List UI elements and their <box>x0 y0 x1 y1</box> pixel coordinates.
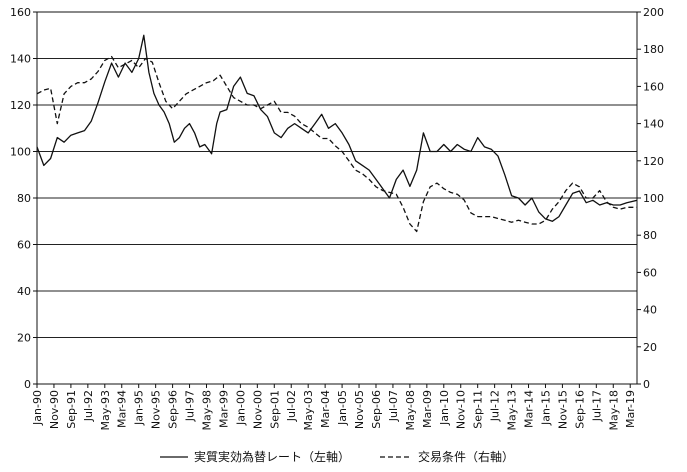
x-tick-label: Jan-05 <box>336 390 349 426</box>
y-right-tick-label: 0 <box>643 378 650 391</box>
x-tick-label: Jul-92 <box>82 390 95 422</box>
y-left-tick-label: 100 <box>10 146 31 159</box>
x-tick-label: Mar-04 <box>319 390 332 428</box>
x-tick-label: Sep-01 <box>268 390 281 429</box>
x-tick-label: Nov-90 <box>48 390 61 429</box>
y-right-tick-label: 60 <box>643 266 657 279</box>
x-tick-label: Sep-96 <box>167 390 180 429</box>
y-right-tick-label: 160 <box>643 80 664 93</box>
x-tick-label: Mar-19 <box>624 390 637 428</box>
y-left-tick-label: 40 <box>17 285 31 298</box>
x-tick-label: Mar-99 <box>217 390 230 428</box>
y-right-tick-label: 40 <box>643 304 657 317</box>
x-tick-label: Nov-05 <box>353 390 366 429</box>
y-right-tick-label: 80 <box>643 229 657 242</box>
y-left-tick-label: 120 <box>10 99 31 112</box>
series-reer-line <box>36 34 638 222</box>
x-tick-label: Mar-09 <box>421 390 434 428</box>
x-tick-label: Jul-12 <box>489 390 502 422</box>
x-tick-label: Jan-00 <box>234 390 247 426</box>
y-left-tick-label: 20 <box>17 332 31 345</box>
x-tick-label: Sep-16 <box>573 390 586 429</box>
x-tick-label: Nov-15 <box>556 390 569 429</box>
series-terms-of-trade-line <box>36 55 637 233</box>
y-left-tick-label: 80 <box>17 192 31 205</box>
legend-label-reer: 実質実効為替レート（左軸） <box>194 449 350 464</box>
y-right-tick-label: 100 <box>643 192 664 205</box>
y-right-tick-label: 180 <box>643 43 664 56</box>
y-left-tick-label: 140 <box>10 53 31 66</box>
x-tick-label: Sep-11 <box>472 390 485 429</box>
x-tick-label: Jul-97 <box>184 390 197 422</box>
x-tick-label: Nov-95 <box>150 390 163 429</box>
x-tick-label: Jul-07 <box>387 390 400 422</box>
y-left-tick-label: 60 <box>17 239 31 252</box>
x-tick-label: Jul-02 <box>285 390 298 422</box>
x-tick-label: Nov-00 <box>251 390 264 429</box>
x-tick-label: Jan-10 <box>438 390 451 426</box>
y-left-tick-label: 0 <box>24 378 31 391</box>
x-tick-label: May-98 <box>200 390 213 431</box>
y-left-tick-label: 160 <box>10 6 31 19</box>
x-tick-label: Sep-06 <box>370 390 383 429</box>
x-tick-label: Nov-10 <box>455 390 468 429</box>
x-tick-label: Jan-95 <box>133 390 146 426</box>
x-tick-label: Sep-91 <box>65 390 78 429</box>
y-right-tick-label: 20 <box>643 341 657 354</box>
x-tick-label: Mar-14 <box>523 390 536 428</box>
legend-label-terms-of-trade: 交易条件（右軸） <box>418 449 514 464</box>
x-tick-label: May-18 <box>607 390 620 431</box>
y-right-tick-label: 120 <box>643 155 664 168</box>
x-tick-label: Mar-94 <box>116 390 129 428</box>
x-tick-label: Jan-90 <box>31 390 44 426</box>
x-tick-label: May-93 <box>99 390 112 431</box>
x-tick-label: Jan-15 <box>539 390 552 426</box>
y-right-tick-label: 200 <box>643 6 664 19</box>
x-tick-label: May-08 <box>404 390 417 431</box>
x-tick-label: May-13 <box>506 390 519 431</box>
x-tick-label: May-03 <box>302 390 315 431</box>
y-right-tick-label: 140 <box>643 118 664 131</box>
x-tick-label: Jul-17 <box>590 390 603 422</box>
